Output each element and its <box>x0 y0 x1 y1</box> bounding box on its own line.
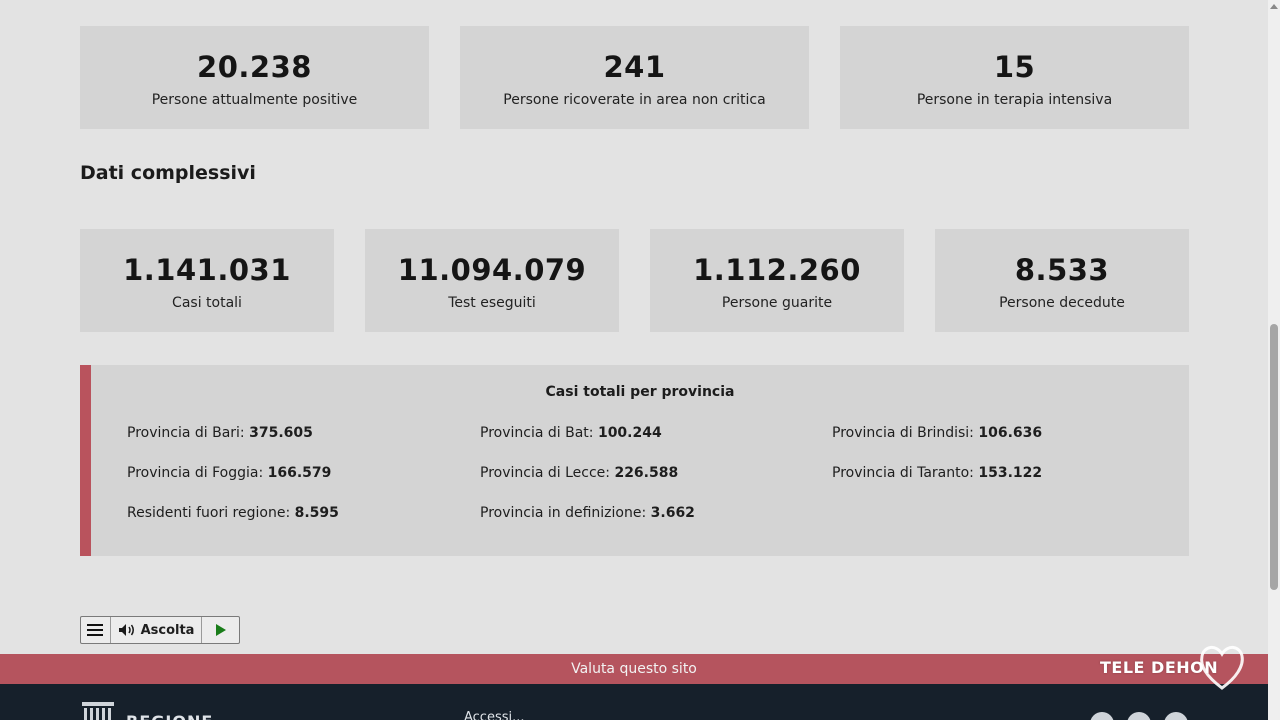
stat-card-total-cases: 1.141.031 Casi totali <box>80 229 334 332</box>
province-cases-panel: Casi totali per provincia Provincia di B… <box>80 365 1189 556</box>
province-value: 3.662 <box>650 505 695 521</box>
stat-label: Persone guarite <box>721 295 833 311</box>
watermark-text: TELE DEHON <box>1100 658 1219 677</box>
stat-label: Casi totali <box>172 295 242 311</box>
stat-card-intensive-care: 15 Persone in terapia intensiva <box>840 26 1189 129</box>
stat-value: 1.112.260 <box>693 253 861 287</box>
province-label: Provincia di Lecce: <box>480 465 610 481</box>
heart-logo-icon <box>1200 646 1244 690</box>
stat-card-tests: 11.094.079 Test eseguiti <box>365 229 619 332</box>
province-label: Provincia di Brindisi: <box>832 425 974 441</box>
stat-value: 15 <box>993 50 1036 84</box>
scrollbar-thumb[interactable] <box>1270 324 1278 590</box>
province-item-bat: Provincia di Bat: 100.244 <box>480 425 662 441</box>
rate-site-bar[interactable]: Valuta questo sito <box>0 654 1268 684</box>
province-item-brindisi: Provincia di Brindisi: 106.636 <box>832 425 1042 441</box>
province-label: Provincia di Foggia: <box>127 465 264 481</box>
province-value: 100.244 <box>597 425 662 441</box>
province-value: 106.636 <box>978 425 1043 441</box>
province-value: 375.605 <box>249 425 313 441</box>
menu-icon <box>87 624 104 636</box>
listen-play-button[interactable] <box>202 617 239 643</box>
province-item-out-of-region: Residenti fuori regione: 8.595 <box>127 505 339 521</box>
region-logo-icon <box>82 702 114 720</box>
stat-label: Persone in terapia intensiva <box>916 92 1113 108</box>
social-icon-3[interactable] <box>1164 712 1188 720</box>
province-value: 153.122 <box>978 465 1043 481</box>
listen-label: Ascolta <box>140 622 195 638</box>
listen-button[interactable]: Ascolta <box>111 617 203 643</box>
province-value: 8.595 <box>294 505 339 521</box>
province-label: Provincia di Bat: <box>480 425 594 441</box>
province-panel-title: Casi totali per provincia <box>545 384 735 400</box>
footer-brand: REGIONE <box>126 712 213 720</box>
listen-widget: Ascolta <box>80 616 240 644</box>
social-icon-2[interactable] <box>1127 712 1151 720</box>
stat-label: Persone attualmente positive <box>151 92 358 108</box>
province-label: Provincia di Bari: <box>127 425 245 441</box>
social-icon-1[interactable] <box>1090 712 1114 720</box>
stat-value: 8.533 <box>1014 253 1110 287</box>
site-footer: REGIONE Accessi... <box>0 684 1268 720</box>
province-item-bari: Provincia di Bari: 375.605 <box>127 425 313 441</box>
stat-label: Persone decedute <box>999 295 1125 311</box>
page-scrollbar[interactable] <box>1268 0 1280 720</box>
province-label: Provincia in definizione: <box>480 505 647 521</box>
stat-card-hospitalized: 241 Persone ricoverate in area non criti… <box>460 26 809 129</box>
stat-card-deceased: 8.533 Persone decedute <box>935 229 1189 332</box>
speaker-icon <box>118 624 134 636</box>
stat-value: 1.141.031 <box>123 253 291 287</box>
stat-value: 11.094.079 <box>397 253 587 287</box>
province-value: 166.579 <box>267 465 332 481</box>
stat-card-positive: 20.238 Persone attualmente positive <box>80 26 429 129</box>
province-label: Provincia di Taranto: <box>832 465 974 481</box>
stat-value: 241 <box>603 50 666 84</box>
stat-label: Test eseguiti <box>448 295 536 311</box>
province-item-lecce: Provincia di Lecce: 226.588 <box>480 465 678 481</box>
province-label: Residenti fuori regione: <box>127 505 291 521</box>
tv-watermark: TELE DEHON <box>1100 636 1250 696</box>
play-icon <box>215 624 226 636</box>
listen-menu-button[interactable] <box>81 617 111 643</box>
stat-value: 20.238 <box>197 50 312 84</box>
stat-card-recovered: 1.112.260 Persone guarite <box>650 229 904 332</box>
province-item-foggia: Provincia di Foggia: 166.579 <box>127 465 331 481</box>
footer-accessibility-link[interactable]: Accessi... <box>464 710 525 720</box>
stat-label: Persone ricoverate in area non critica <box>503 92 766 108</box>
province-item-undefined: Provincia in definizione: 3.662 <box>480 505 695 521</box>
province-item-taranto: Provincia di Taranto: 153.122 <box>832 465 1042 481</box>
section-title: Dati complessivi <box>80 162 256 184</box>
province-value: 226.588 <box>614 465 679 481</box>
scroll-up-icon[interactable] <box>1270 4 1278 9</box>
